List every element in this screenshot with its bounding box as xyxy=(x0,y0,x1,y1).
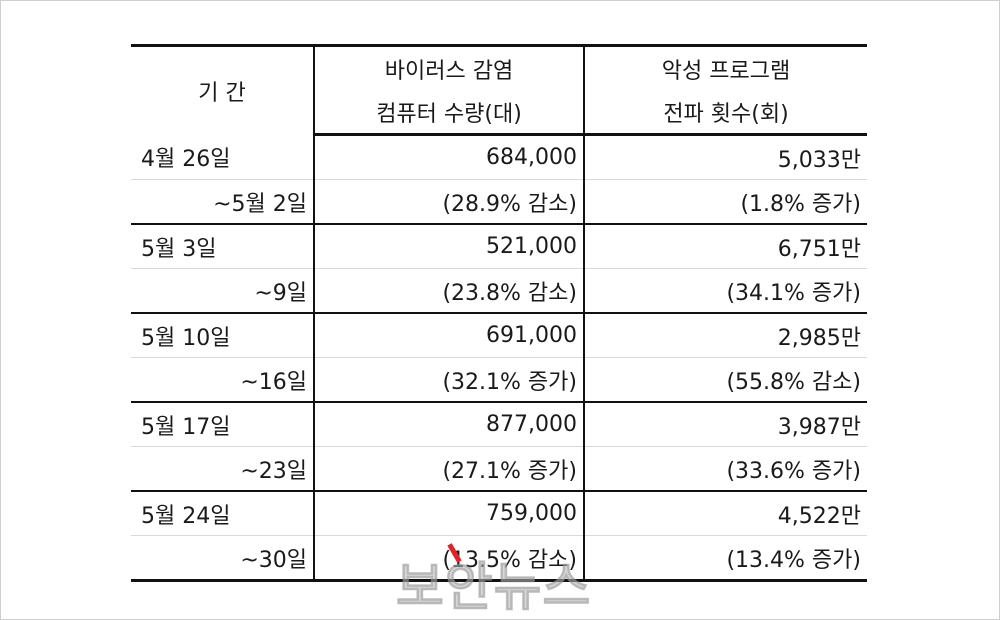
header-period: 기 간 xyxy=(131,44,315,135)
spread-change: (13.4% 증가) xyxy=(584,535,867,582)
period-start: 5월 24일 xyxy=(131,491,315,536)
table-row: 5월 24일 759,000 4,522만 xyxy=(131,491,867,536)
period-start: 4월 26일 xyxy=(131,134,315,180)
header-infected-computers-line2: 컴퓨터 수량(대) xyxy=(314,90,585,136)
table-row: 5월 10일 691,000 2,985만 xyxy=(131,313,867,358)
period-end: ~5월 2일 xyxy=(131,179,315,225)
spread-value: 3,987만 xyxy=(584,402,867,447)
computers-change: (13.5% 감소) xyxy=(314,535,585,582)
spread-value: 5,033만 xyxy=(584,134,867,180)
spread-change: (34.1% 증가) xyxy=(584,268,867,314)
table-row: ~23일 (27.1% 증가) (33.6% 증가) xyxy=(131,446,867,492)
spread-value: 2,985만 xyxy=(584,313,867,358)
period-start: 5월 17일 xyxy=(131,402,315,447)
period-start: 5월 10일 xyxy=(131,313,315,358)
table-row: ~30일 (13.5% 감소) (13.4% 증가) xyxy=(131,535,867,582)
weekly-virus-stats-table: 기 간 바이러스 감염 악성 프로그램 컴퓨터 수량(대) 전파 횟수(회) 4… xyxy=(131,44,867,582)
spread-change: (55.8% 감소) xyxy=(584,357,867,403)
table-row: 4월 26일 684,000 5,033만 xyxy=(131,134,867,180)
computers-change: (23.8% 감소) xyxy=(314,268,585,314)
spread-value: 6,751만 xyxy=(584,224,867,269)
period-end: ~9일 xyxy=(131,268,315,314)
table-row: ~9일 (23.8% 감소) (34.1% 증가) xyxy=(131,268,867,314)
computers-change: (32.1% 증가) xyxy=(314,357,585,403)
table-row: ~5월 2일 (28.9% 감소) (1.8% 증가) xyxy=(131,179,867,225)
period-end: ~23일 xyxy=(131,446,315,492)
period-end: ~30일 xyxy=(131,535,315,582)
header-infected-computers-line1: 바이러스 감염 xyxy=(314,44,585,90)
computers-value: 759,000 xyxy=(314,491,585,536)
spread-change: (1.8% 증가) xyxy=(584,179,867,225)
table-row: ~16일 (32.1% 증가) (55.8% 감소) xyxy=(131,357,867,403)
table-row: 5월 3일 521,000 6,751만 xyxy=(131,224,867,269)
computers-change: (28.9% 감소) xyxy=(314,179,585,225)
header-malware-spread-line1: 악성 프로그램 xyxy=(584,44,867,90)
header-malware-spread-line2: 전파 횟수(회) xyxy=(584,90,867,136)
table-row: 5월 17일 877,000 3,987만 xyxy=(131,402,867,447)
computers-change: (27.1% 증가) xyxy=(314,446,585,492)
spread-value: 4,522만 xyxy=(584,491,867,536)
period-end: ~16일 xyxy=(131,357,315,403)
computers-value: 691,000 xyxy=(314,313,585,358)
computers-value: 684,000 xyxy=(314,134,585,180)
spread-change: (33.6% 증가) xyxy=(584,446,867,492)
computers-value: 877,000 xyxy=(314,402,585,447)
computers-value: 521,000 xyxy=(314,224,585,269)
period-start: 5월 3일 xyxy=(131,224,315,269)
